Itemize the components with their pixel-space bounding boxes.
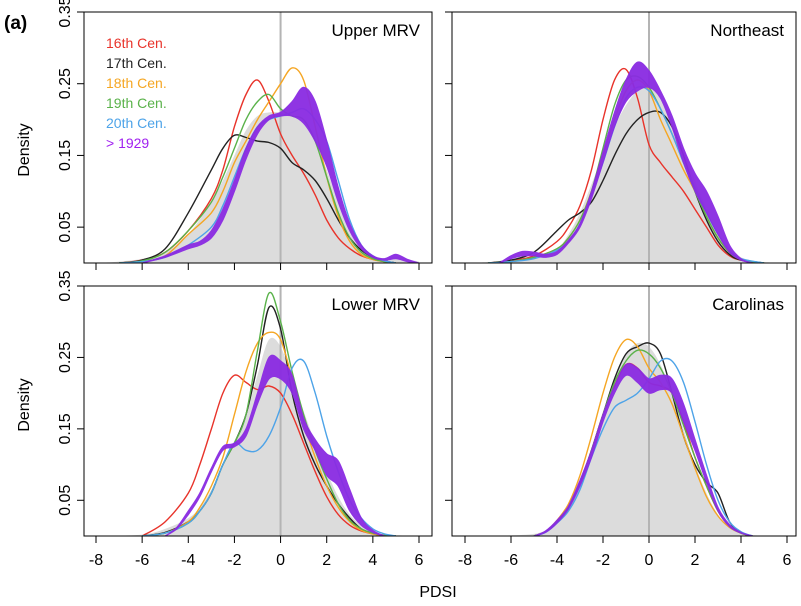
x-tick-label: 2 xyxy=(691,552,700,569)
x-tick-label: 0 xyxy=(645,552,654,569)
x-tick-label: 2 xyxy=(322,552,331,569)
panel-title: Northeast xyxy=(710,21,784,40)
legend-item-16th-cen: 16th Cen. xyxy=(106,35,167,51)
panel-frame xyxy=(83,285,433,537)
legend-item-1929: > 1929 xyxy=(106,135,149,151)
full-record-fill xyxy=(96,337,419,536)
x-tick-label: 4 xyxy=(737,552,746,569)
x-tick-label: -4 xyxy=(550,552,564,569)
x-tick-label: -6 xyxy=(135,552,149,569)
panel-northeast: Northeast xyxy=(445,11,797,270)
band-post-1929 xyxy=(499,61,753,263)
panel-upper-mrv: Upper MRV 0.05 0.15 0.25 0.35 xyxy=(57,0,433,270)
series-line-16th-cen xyxy=(487,67,765,263)
x-tick-label: -2 xyxy=(227,552,241,569)
y-tick-label: 0.25 xyxy=(57,342,74,373)
panel-title: Carolinas xyxy=(712,295,784,314)
legend: 16th Cen. 17th Cen. 18th Cen. 19th Cen. 20th… xyxy=(106,35,167,151)
ylabel-bottom: Density xyxy=(16,378,33,431)
x-tick-label: 4 xyxy=(368,552,377,569)
full-record-fill xyxy=(465,342,787,536)
y-tick-label: 0.25 xyxy=(57,68,74,99)
y-tick-label: 0.15 xyxy=(57,140,74,171)
y-tick-label: 0.15 xyxy=(57,413,74,444)
panel-frame xyxy=(451,285,797,537)
series-line-19th-cen xyxy=(119,93,396,263)
figure-tag: (a) xyxy=(4,13,27,34)
legend-item-20th-cen: 20th Cen. xyxy=(106,115,167,131)
panel-lower-mrv: Lower MRV -8 -6 -4 -2 0 2 4 6 0.05 0.15 0.25 0.35 xyxy=(57,270,433,569)
panels: Upper MRV 0.05 0.15 0.25 0.35 Northeast Lower … xyxy=(57,0,797,569)
band-post-1929 xyxy=(533,362,753,536)
panel-carolinas: Carolinas -8 -6 -4 -2 0 2 4 6 xyxy=(445,285,797,569)
legend-item-19th-cen: 19th Cen. xyxy=(106,95,167,111)
x-tick-label: -6 xyxy=(504,552,518,569)
panel-title: Lower MRV xyxy=(332,295,421,314)
series-line-17th-cen xyxy=(119,134,397,263)
series-line-18th-cen xyxy=(533,338,753,536)
panel-frame xyxy=(83,11,433,264)
x-tick-label: -8 xyxy=(458,552,472,569)
y-tick-label: 0.35 xyxy=(57,0,74,28)
full-record-fill xyxy=(96,111,419,263)
panel-title: Upper MRV xyxy=(332,21,421,40)
band-post-1929 xyxy=(164,354,385,536)
series-line-18th-cen xyxy=(142,331,396,536)
y-tick-label: 0.35 xyxy=(57,270,74,301)
legend-item-18th-cen: 18th Cen. xyxy=(106,75,167,91)
xlabel: PDSI xyxy=(419,584,456,601)
y-tick-label: 0.05 xyxy=(57,211,74,242)
x-tick-label: -4 xyxy=(181,552,195,569)
plot-area xyxy=(465,286,787,536)
plot-area xyxy=(96,12,420,263)
x-tick-label: 6 xyxy=(783,552,792,569)
x-tick-label: -8 xyxy=(89,552,103,569)
plot-area xyxy=(465,12,787,263)
y-tick-label: 0.05 xyxy=(57,485,74,516)
full-record-fill xyxy=(465,86,787,263)
x-tick-label: -2 xyxy=(596,552,610,569)
panel-frame xyxy=(451,11,797,264)
ylabel-top: Density xyxy=(16,123,33,176)
x-tick-label: 0 xyxy=(276,552,285,569)
series-line-18th-cen xyxy=(119,67,396,263)
series-line-17th-cen xyxy=(487,110,765,263)
x-tick-label: 6 xyxy=(415,552,424,569)
band-post-1929 xyxy=(141,86,420,263)
series-line-16th-cen xyxy=(141,374,396,536)
plot-area xyxy=(96,286,419,536)
legend-item-17th-cen: 17th Cen. xyxy=(106,55,167,71)
